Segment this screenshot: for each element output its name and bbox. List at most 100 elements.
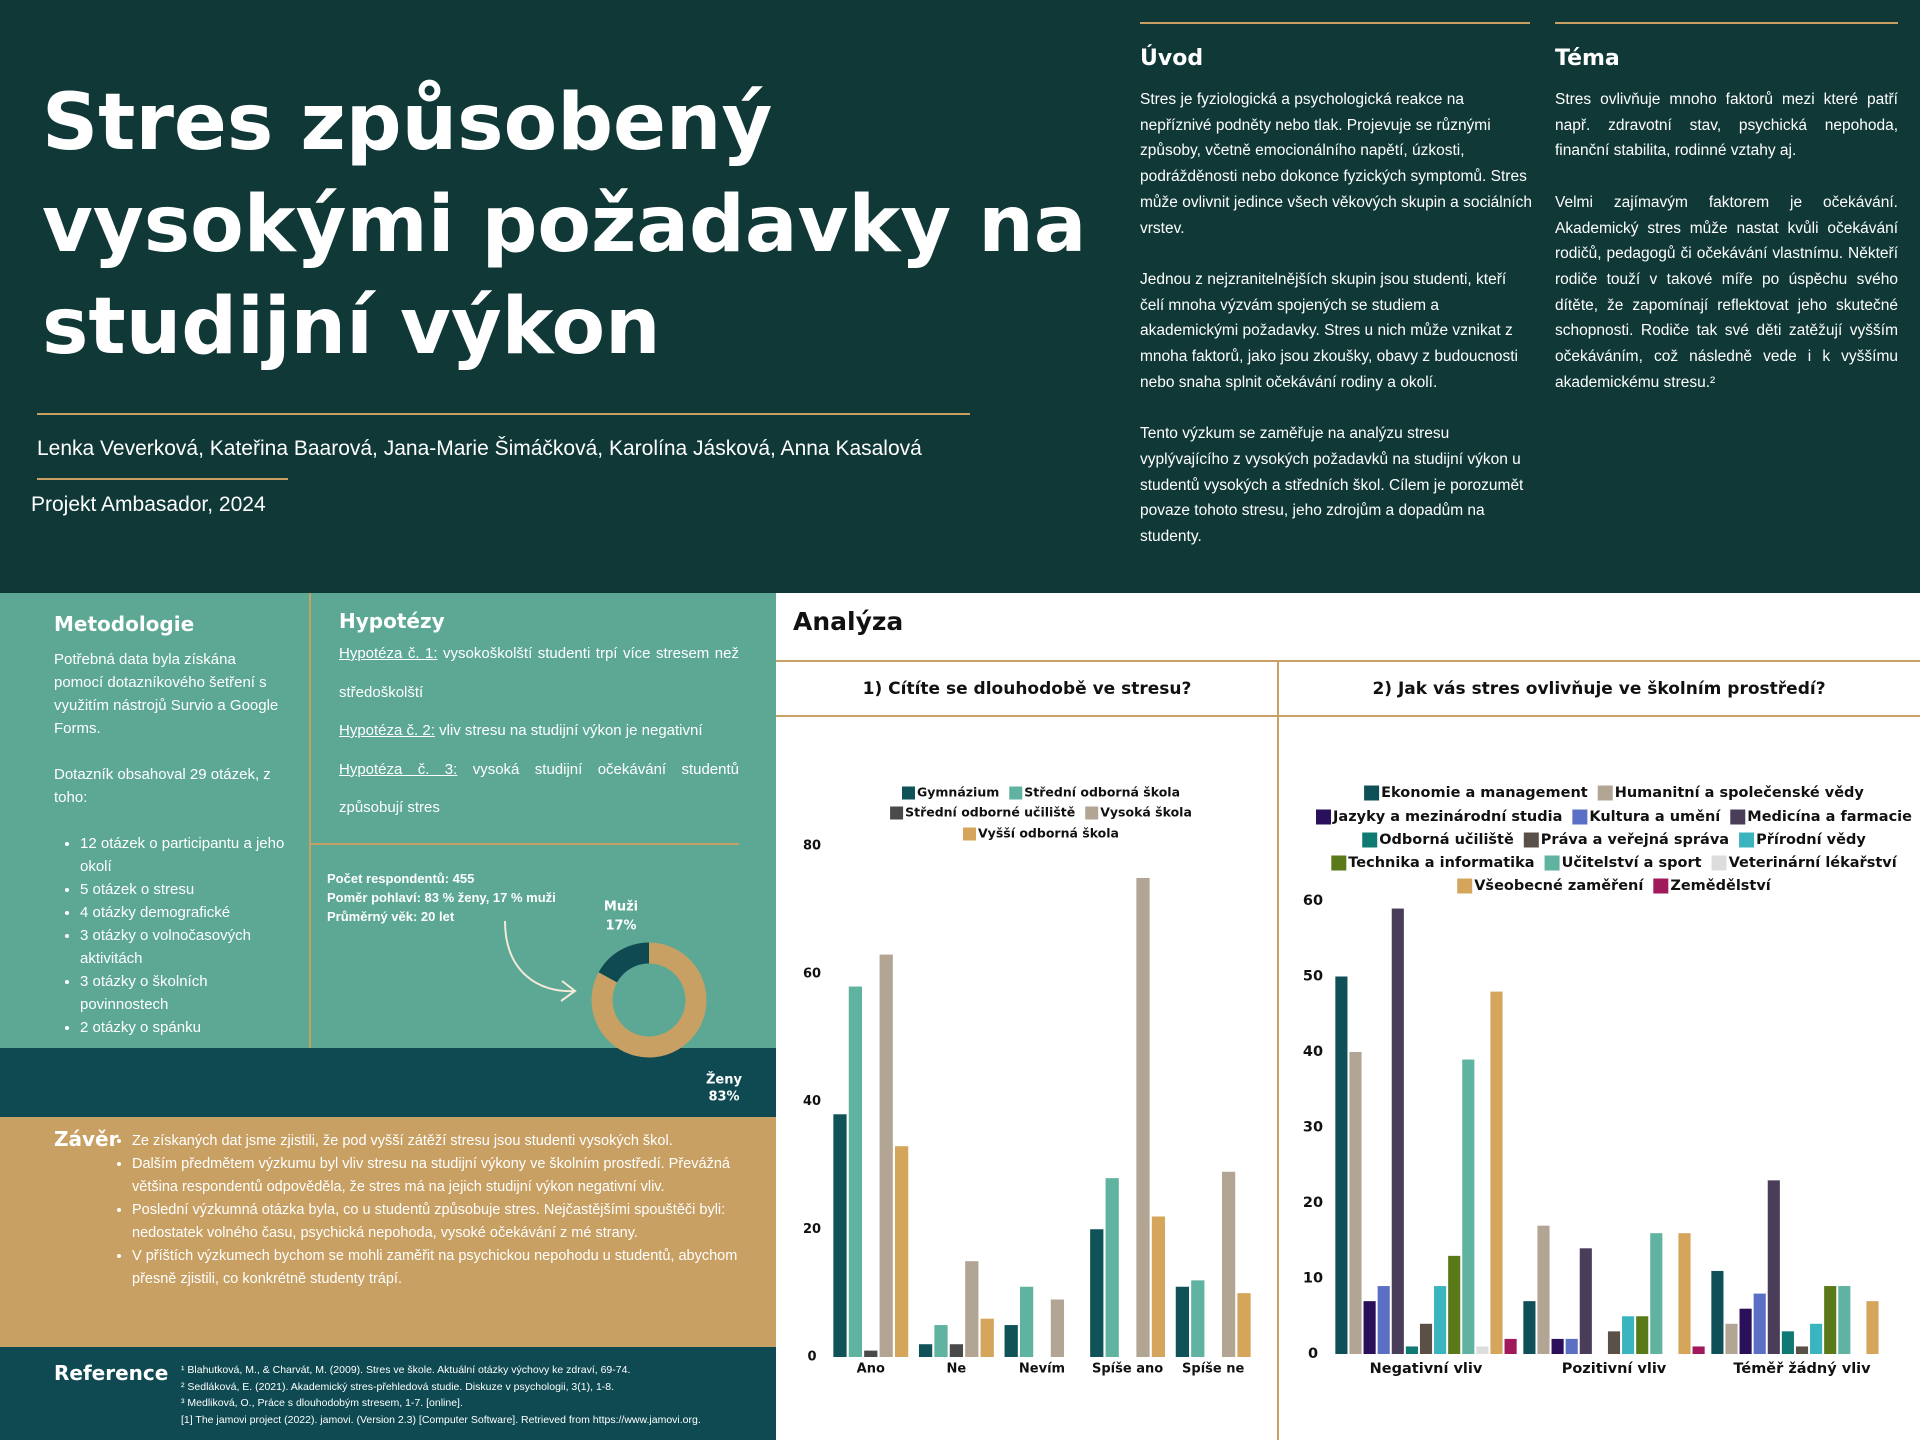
y-tick-label: 50	[1303, 969, 1323, 985]
legend-label: Učitelství a sport	[1562, 855, 1702, 871]
authors: Lenka Veverková, Kateřina Baarová, Jana-…	[37, 437, 922, 460]
reference: ² Sedláková, E. (2021). Akademický stres…	[181, 1380, 615, 1393]
hypothesis-label: Hypotéza č. 1:	[339, 645, 438, 662]
bar	[1650, 1233, 1663, 1354]
analysis: Analýza 1) Cítíte se dlouhodobě ve stres…	[776, 607, 1920, 1440]
reference: ³ Medliková, O., Práce s dlouhodobým str…	[181, 1397, 463, 1409]
bar	[879, 954, 893, 1357]
hypothesis-text: vysoká studijní očekávání studentů způso…	[339, 760, 740, 817]
bar	[1622, 1316, 1635, 1354]
bar	[864, 1350, 878, 1357]
paragraph: Jednou z nejzranitelnějších skupin jsou …	[1140, 270, 1518, 391]
legend-label: Ekonomie a management	[1381, 785, 1588, 801]
bar	[1490, 991, 1503, 1354]
bar	[894, 1146, 909, 1357]
bar	[1565, 1338, 1578, 1354]
bar	[1363, 1301, 1376, 1354]
bar	[1105, 1178, 1119, 1357]
legend-swatch	[1457, 878, 1473, 894]
legend-label: Zemědělství	[1670, 878, 1771, 894]
legend-row: Jazyky a mezinárodní studia Kultura a umě…	[1316, 809, 1912, 825]
bar	[1753, 1293, 1766, 1354]
legend-swatch	[901, 786, 915, 800]
y-tick-label: 60	[1303, 893, 1323, 909]
list-item: 3 otázky o volnočasových aktivitách	[80, 924, 286, 970]
bar	[848, 986, 863, 1357]
arrow-head	[560, 980, 577, 1002]
legend-label: Kultura a umění	[1589, 809, 1721, 825]
y-tick-label: 40	[803, 1094, 821, 1109]
bar	[1636, 1316, 1649, 1354]
list-item: Poslední výzkumná otázka byla, co u stud…	[132, 1199, 756, 1245]
legend-row: Vyšší odborná škola	[963, 826, 1119, 841]
title: Stres způsobený vysokými požadavky na st…	[42, 72, 1086, 378]
paragraph: Potřebná data byla získána pomocí dotazn…	[54, 651, 279, 737]
legend-swatch	[1364, 785, 1380, 801]
hypothesis-label: Hypotéza č. 2:	[339, 722, 435, 739]
bar	[1607, 1331, 1621, 1354]
legend-label: Technika a informatika	[1348, 855, 1534, 871]
bar	[1151, 1216, 1166, 1357]
legend-swatch	[963, 827, 976, 841]
bar	[1739, 1308, 1752, 1354]
legend-swatch	[1730, 809, 1746, 825]
y-tick-label: 60	[803, 966, 821, 981]
x-tick-label: Spíše ne	[1182, 1362, 1244, 1377]
strip	[0, 1048, 776, 1117]
legend-swatch	[1739, 832, 1755, 848]
title-line: studijní výkon	[42, 282, 661, 372]
section-heading: Metodologie	[54, 612, 194, 637]
legend-label: Jazyky a mezinárodní studia	[1332, 809, 1562, 825]
y-tick-label: 0	[1308, 1346, 1318, 1362]
legend-label: Vysoká škola	[1100, 805, 1192, 820]
y-tick-label: 80	[803, 839, 821, 854]
y-tick-label: 10	[1303, 1271, 1323, 1287]
legend-swatch	[1523, 832, 1539, 848]
bullets: Ze získaných dat jsme zjistili, že pod v…	[116, 1130, 756, 1291]
bar	[949, 1344, 964, 1357]
legend-swatch	[1331, 855, 1347, 871]
topic-text: Stres ovlivňuje mnoho faktorů mezi které…	[1555, 87, 1898, 395]
bar	[1175, 1286, 1190, 1357]
bar	[1448, 1255, 1461, 1354]
bar	[1692, 1346, 1705, 1354]
legend-label: Humanitní a společenské vědy	[1615, 785, 1865, 801]
legend-row: Gymnázium Střední odborná škola	[901, 785, 1180, 800]
header-panel	[0, 0, 1920, 593]
y-tick-label: 40	[1303, 1044, 1323, 1060]
method-list: 12 otázek o participantu a jeho okolí 5 …	[54, 832, 286, 1039]
bar	[1537, 1225, 1550, 1354]
heading-text: Reference	[54, 1361, 169, 1385]
hypothesis-label: Hypotéza č. 3:	[339, 760, 458, 778]
stat: Počet respondentů: 455	[327, 871, 475, 886]
legend-swatch	[1362, 832, 1378, 848]
bar	[1419, 1323, 1433, 1354]
reference: [1] The jamovi project (2022). jamovi. (…	[181, 1413, 701, 1426]
bar	[1523, 1301, 1536, 1354]
donut-value: 83%	[708, 1090, 739, 1105]
legend-swatch	[1572, 809, 1588, 825]
x-tick-label: Pozitivní vliv	[1562, 1361, 1667, 1377]
bar	[934, 1325, 948, 1357]
bar	[1221, 1171, 1236, 1357]
legend-label: Práva a veřejná správa	[1541, 832, 1729, 848]
bar	[1824, 1286, 1837, 1354]
intro-text: Stres je fyziologická a psychologická re…	[1140, 87, 1532, 550]
legend-label: Střední odborná škola	[1024, 785, 1180, 800]
bar	[1349, 1052, 1362, 1354]
bar	[1391, 908, 1404, 1354]
legend-swatch	[1085, 806, 1099, 820]
divider	[37, 413, 970, 415]
donut-value: 17%	[605, 919, 636, 934]
bar	[1504, 1338, 1517, 1354]
bar	[1838, 1286, 1851, 1354]
legend-swatch	[1544, 855, 1560, 871]
hypothesis: Hypotéza č. 1: vysokoškolští studenti tr…	[339, 635, 739, 712]
legend-row: Ekonomie a management Humanitní a společe…	[1364, 785, 1864, 801]
y-tick-label: 30	[1303, 1120, 1323, 1136]
bar	[1019, 1286, 1034, 1357]
hypotheses: Hypotéza č. 1: vysokoškolští studenti tr…	[339, 635, 739, 828]
bar	[1678, 1233, 1691, 1354]
legend-row: Všeobecné zaměření Zemědělství	[1457, 878, 1772, 894]
legend-label: Medicína a farmacie	[1747, 809, 1912, 825]
